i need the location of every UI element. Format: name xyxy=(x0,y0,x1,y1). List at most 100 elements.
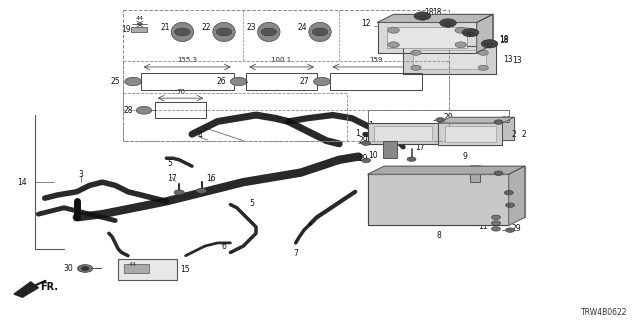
Text: 8: 8 xyxy=(436,231,441,240)
Circle shape xyxy=(455,42,467,48)
Bar xyxy=(368,123,438,144)
Text: 3: 3 xyxy=(78,170,83,179)
Circle shape xyxy=(196,188,207,193)
Text: 29: 29 xyxy=(501,116,511,125)
Text: 100 1: 100 1 xyxy=(271,57,292,63)
Text: 159: 159 xyxy=(369,57,383,63)
Text: 10: 10 xyxy=(368,151,378,160)
Polygon shape xyxy=(378,14,493,22)
Text: 28: 28 xyxy=(124,106,133,115)
Polygon shape xyxy=(368,174,509,225)
Text: 18: 18 xyxy=(432,8,442,17)
Text: 30: 30 xyxy=(64,264,74,273)
Circle shape xyxy=(125,77,141,86)
Circle shape xyxy=(81,267,89,270)
Circle shape xyxy=(481,40,498,48)
Circle shape xyxy=(414,12,431,20)
Polygon shape xyxy=(450,117,514,140)
Circle shape xyxy=(492,227,500,231)
Circle shape xyxy=(230,77,247,86)
Circle shape xyxy=(175,28,190,36)
Text: 17: 17 xyxy=(512,181,522,190)
Circle shape xyxy=(494,171,503,175)
Text: FR.: FR. xyxy=(40,282,58,292)
Bar xyxy=(374,126,432,140)
Polygon shape xyxy=(438,123,502,145)
Bar xyxy=(383,140,397,158)
Polygon shape xyxy=(368,166,525,174)
Text: 23: 23 xyxy=(246,23,256,32)
Text: 18: 18 xyxy=(499,36,509,44)
Text: 29: 29 xyxy=(358,154,368,163)
Polygon shape xyxy=(438,117,514,123)
Text: 11: 11 xyxy=(488,219,498,228)
Circle shape xyxy=(314,77,330,86)
Circle shape xyxy=(506,228,515,232)
Bar xyxy=(123,61,449,110)
Polygon shape xyxy=(403,46,496,74)
Circle shape xyxy=(436,118,445,122)
Text: 18: 18 xyxy=(480,24,490,33)
Circle shape xyxy=(312,28,328,36)
Circle shape xyxy=(494,120,503,124)
Text: 18: 18 xyxy=(476,26,486,35)
Circle shape xyxy=(478,50,488,55)
Bar xyxy=(413,50,486,69)
Bar xyxy=(124,264,149,273)
Text: 14: 14 xyxy=(17,178,27,187)
Text: 18: 18 xyxy=(499,36,509,45)
Circle shape xyxy=(388,42,399,48)
Text: 13: 13 xyxy=(512,56,522,65)
Circle shape xyxy=(411,65,421,70)
Text: 4: 4 xyxy=(197,131,202,140)
Polygon shape xyxy=(14,282,38,297)
Circle shape xyxy=(388,28,399,33)
Bar xyxy=(118,259,177,280)
Polygon shape xyxy=(486,44,493,48)
Polygon shape xyxy=(384,166,525,217)
Bar xyxy=(387,27,467,48)
Bar xyxy=(330,73,422,90)
Polygon shape xyxy=(467,33,474,37)
Circle shape xyxy=(261,28,276,36)
Text: 29: 29 xyxy=(501,167,511,176)
Text: 18: 18 xyxy=(424,8,434,17)
Circle shape xyxy=(478,65,488,70)
Bar xyxy=(141,73,234,90)
Polygon shape xyxy=(394,14,493,45)
Text: 5: 5 xyxy=(167,158,172,167)
Text: 9: 9 xyxy=(462,152,467,161)
Text: 11: 11 xyxy=(478,222,488,231)
Text: 27: 27 xyxy=(300,77,309,86)
Text: 1: 1 xyxy=(368,121,372,130)
Text: 10: 10 xyxy=(386,143,396,152)
Circle shape xyxy=(216,28,232,36)
Text: 1: 1 xyxy=(356,129,360,138)
Text: 5: 5 xyxy=(249,199,254,208)
Text: 155.3: 155.3 xyxy=(177,57,197,63)
Circle shape xyxy=(504,190,513,195)
Bar xyxy=(123,10,449,140)
Ellipse shape xyxy=(258,22,280,42)
Bar xyxy=(123,93,347,140)
Text: 22: 22 xyxy=(202,23,211,32)
Circle shape xyxy=(411,50,421,55)
Text: 25: 25 xyxy=(111,77,120,86)
Text: 26: 26 xyxy=(216,77,226,86)
Bar xyxy=(155,102,206,118)
Text: 9: 9 xyxy=(470,165,476,174)
Text: 8: 8 xyxy=(438,218,443,227)
Text: 17: 17 xyxy=(166,174,177,183)
Circle shape xyxy=(492,215,500,220)
Text: 29: 29 xyxy=(444,113,453,122)
Text: 16: 16 xyxy=(206,174,216,183)
Circle shape xyxy=(455,28,467,33)
Bar xyxy=(445,126,496,142)
Polygon shape xyxy=(378,22,477,53)
Polygon shape xyxy=(477,14,493,53)
Text: 44: 44 xyxy=(129,262,136,267)
Circle shape xyxy=(77,265,93,272)
Text: 2: 2 xyxy=(522,130,526,139)
Circle shape xyxy=(506,203,515,207)
Text: 21: 21 xyxy=(160,23,170,32)
